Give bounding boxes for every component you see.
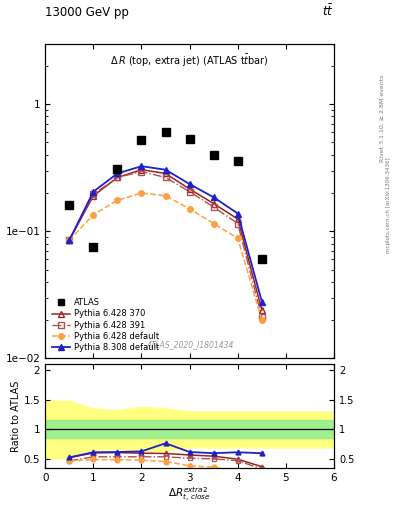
- Y-axis label: Ratio to ATLAS: Ratio to ATLAS: [11, 380, 21, 452]
- Legend: ATLAS, Pythia 6.428 370, Pythia 6.428 391, Pythia 6.428 default, Pythia 8.308 de: ATLAS, Pythia 6.428 370, Pythia 6.428 39…: [50, 296, 161, 354]
- Text: mcplots.cern.ch [arXiv:1306.3436]: mcplots.cern.ch [arXiv:1306.3436]: [386, 157, 391, 252]
- Text: ATLAS_2020_I1801434: ATLAS_2020_I1801434: [146, 340, 233, 349]
- Text: Rivet 3.1.10, ≥ 2.8M events: Rivet 3.1.10, ≥ 2.8M events: [380, 74, 384, 161]
- Text: $t\bar{t}$: $t\bar{t}$: [323, 4, 334, 19]
- Bar: [45, 420, 334, 438]
- Text: $\Delta\,R$ (top, extra jet) (ATLAS t$\bar{t}$bar): $\Delta\,R$ (top, extra jet) (ATLAS t$\b…: [110, 53, 269, 69]
- Text: 13000 GeV pp: 13000 GeV pp: [45, 7, 129, 19]
- X-axis label: $\Delta R^{extra2}_{t,\,close}$: $\Delta R^{extra2}_{t,\,close}$: [169, 486, 211, 504]
- Y-axis label: $\frac{d\sigma^{fid}}{d\Delta R_{t,\,close}^{extra2}}$ [pb]: $\frac{d\sigma^{fid}}{d\Delta R_{t,\,clo…: [0, 173, 3, 229]
